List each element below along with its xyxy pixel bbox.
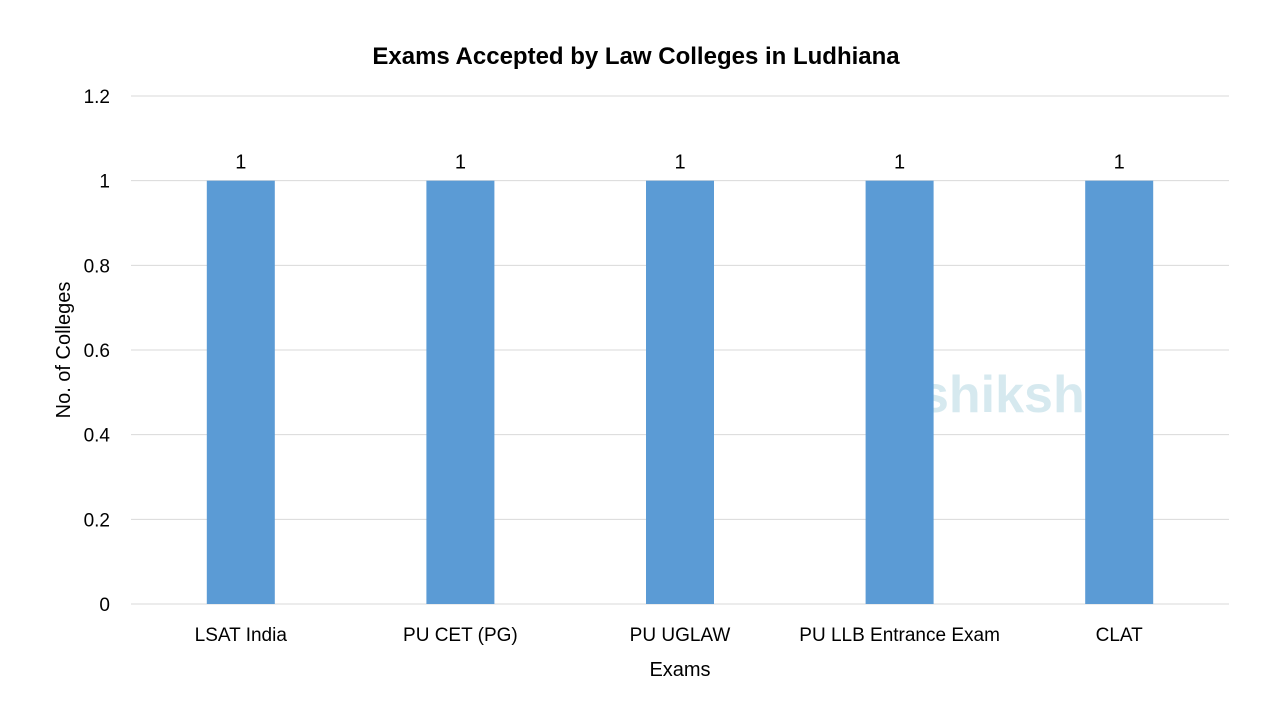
x-tick-label: PU UGLAW xyxy=(630,625,731,646)
x-tick-label: PU LLB Entrance Exam xyxy=(799,625,1000,646)
x-tick-label: CLAT xyxy=(1096,625,1144,646)
y-tick-label: 0.6 xyxy=(84,341,110,362)
bars xyxy=(206,180,1154,604)
data-label: 1 xyxy=(674,152,685,174)
y-axis-title: No. of Colleges xyxy=(53,282,75,419)
y-tick-label: 0.4 xyxy=(84,426,111,447)
x-axis-title: Exams xyxy=(649,659,710,681)
bar xyxy=(206,180,275,604)
bar xyxy=(426,180,495,604)
x-tick-label: PU CET (PG) xyxy=(403,625,518,646)
bar xyxy=(1085,180,1154,604)
y-tick-label: 1 xyxy=(99,172,110,193)
bar xyxy=(646,180,714,604)
watermark-text: shiksha xyxy=(920,366,1115,424)
y-axis-ticks: 0 0.2 0.4 0.6 0.8 1 1.2 xyxy=(84,87,111,616)
x-tick-label: LSAT India xyxy=(195,625,288,646)
data-label: 1 xyxy=(455,152,466,174)
y-tick-label: 0 xyxy=(99,595,110,616)
y-tick-label: 0.2 xyxy=(84,510,110,531)
x-axis-ticks: LSAT India PU CET (PG) PU UGLAW PU LLB Entr… xyxy=(195,625,1143,646)
chart-title: Exams Accepted by Law Colleges in Ludhia… xyxy=(372,43,900,70)
data-labels: 1 1 1 1 1 xyxy=(235,152,1125,174)
data-label: 1 xyxy=(235,152,246,174)
y-tick-label: 0.8 xyxy=(84,256,110,277)
y-tick-label: 1.2 xyxy=(84,87,110,108)
bar xyxy=(865,180,934,604)
data-label: 1 xyxy=(1114,152,1125,174)
data-label: 1 xyxy=(894,152,905,174)
